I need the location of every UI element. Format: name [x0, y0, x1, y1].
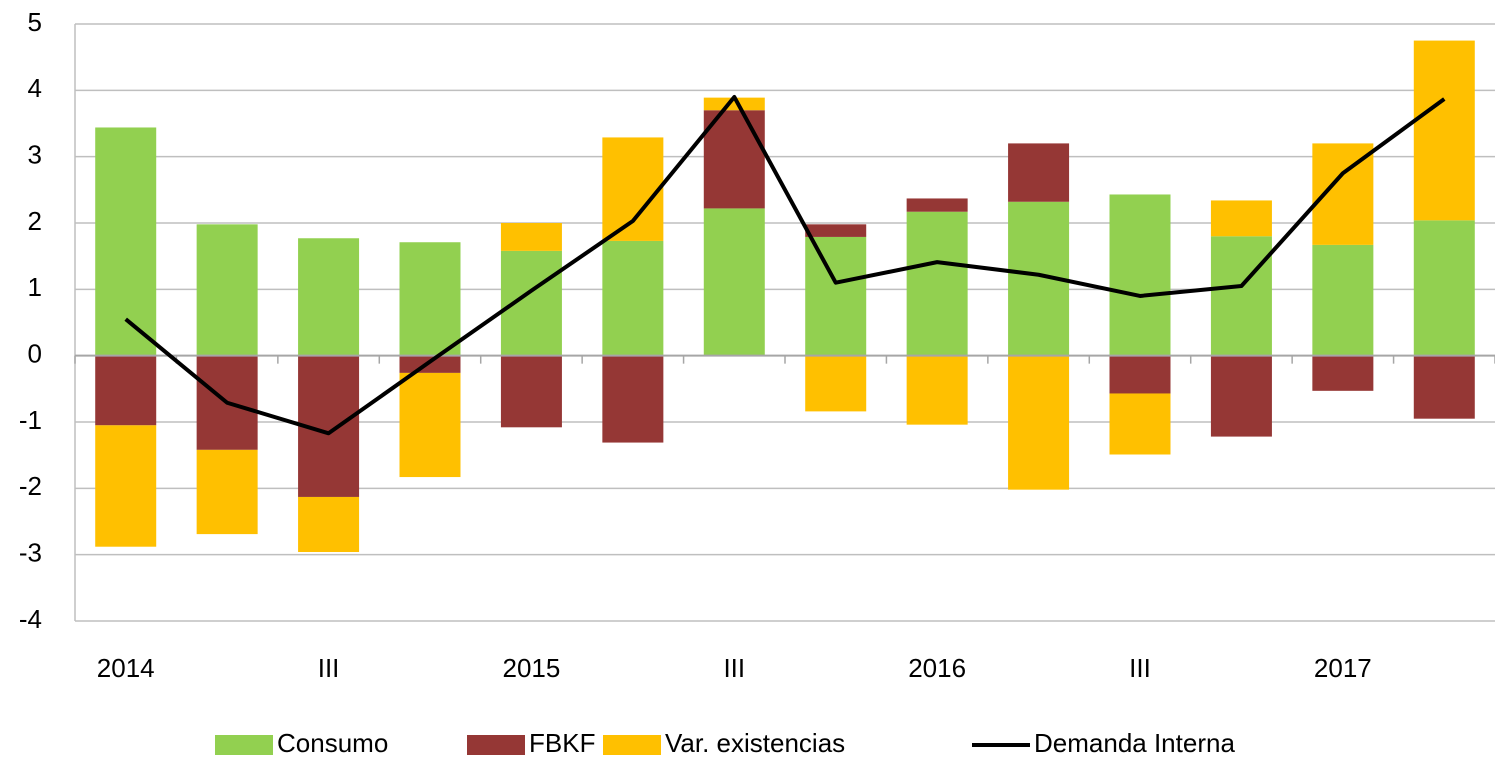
bar: [1413, 355, 1475, 419]
bar: [703, 97, 765, 111]
bar: [1210, 236, 1272, 356]
line: [124, 94, 1446, 436]
bar: [602, 355, 664, 443]
bar: [1210, 355, 1272, 437]
bar: [602, 137, 664, 241]
y-tick-label: -3: [19, 538, 42, 568]
legend-swatch: [215, 735, 273, 755]
bar: [298, 496, 360, 553]
y-tick-label: -4: [19, 604, 42, 634]
legend-label: Var. existencias: [665, 728, 845, 758]
x-tick-label: III: [318, 653, 340, 683]
bar: [1413, 40, 1475, 221]
bar: [298, 238, 360, 356]
bar: [399, 355, 461, 373]
bar: [95, 425, 157, 547]
y-tick-label: 1: [28, 272, 42, 302]
bar: [1312, 355, 1374, 391]
bar: [906, 198, 968, 212]
x-tick-label: III: [723, 653, 745, 683]
bar: [1109, 194, 1171, 356]
x-tick-label: 2017: [1314, 653, 1372, 683]
bar: [602, 240, 664, 356]
bar: [399, 242, 461, 356]
bar: [196, 224, 258, 356]
bar: [906, 211, 968, 356]
bar: [399, 372, 461, 478]
legend-label: Demanda Interna: [1034, 728, 1235, 758]
y-tick-label: 3: [28, 140, 42, 170]
legend-label: Consumo: [277, 728, 388, 758]
bar: [196, 449, 258, 535]
y-tick-label: 0: [28, 339, 42, 369]
x-tick-label: 2015: [503, 653, 561, 683]
y-tick-label: -2: [19, 471, 42, 501]
bar: [805, 355, 867, 412]
x-tick-label: 2014: [97, 653, 155, 683]
bar: [500, 355, 562, 428]
legend-swatch: [467, 735, 525, 755]
bar: [95, 355, 157, 426]
bar: [1312, 244, 1374, 356]
bar: [1008, 143, 1070, 202]
bar: [1413, 220, 1475, 356]
bar: [703, 208, 765, 356]
y-tick-label: 5: [28, 7, 42, 37]
bar: [1210, 200, 1272, 237]
bar: [805, 236, 867, 356]
x-tick-label: III: [1129, 653, 1151, 683]
bar: [703, 110, 765, 209]
bar: [805, 224, 867, 237]
y-tick-label: 4: [28, 73, 42, 103]
y-tick-label: -1: [19, 405, 42, 435]
bar: [500, 223, 562, 251]
legend-swatch: [603, 735, 661, 755]
bar: [95, 127, 157, 356]
x-tick-label: 2016: [908, 653, 966, 683]
y-tick-label: 2: [28, 206, 42, 236]
bar: [1109, 393, 1171, 455]
bar: [906, 355, 968, 425]
bar: [1008, 355, 1070, 490]
bar: [1109, 355, 1171, 394]
legend-label: FBKF: [529, 728, 595, 758]
